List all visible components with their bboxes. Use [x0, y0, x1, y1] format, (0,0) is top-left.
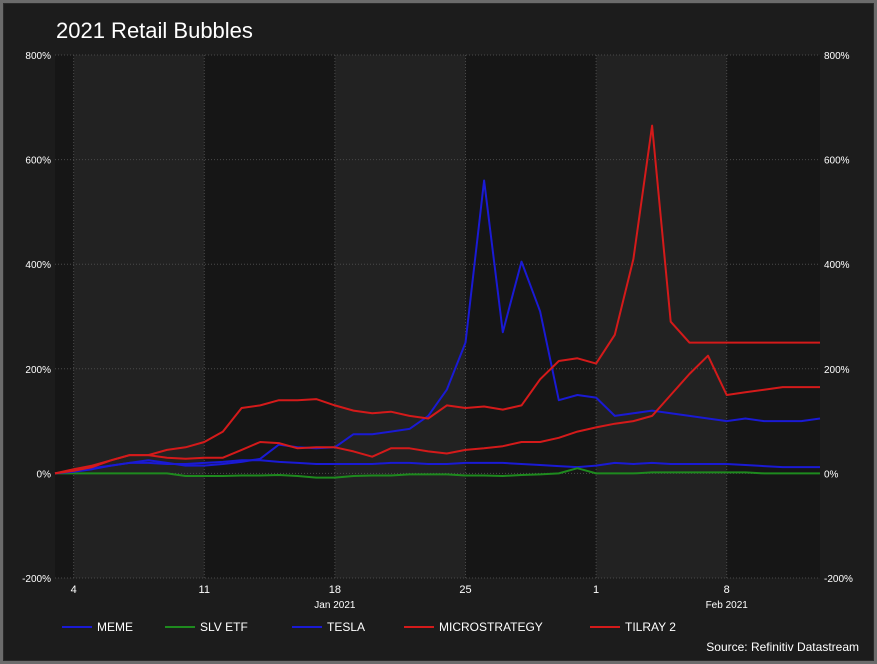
x-tick-label: 4 [71, 584, 77, 596]
x-tick-label: 11 [199, 584, 210, 596]
legend-label-tesla: TESLA [327, 620, 365, 634]
y-tick-label-left: 400% [25, 260, 51, 271]
x-month-label: Feb 2021 [706, 600, 749, 611]
y-tick-label-right: 800% [824, 51, 850, 62]
y-tick-label-right: -200% [824, 574, 853, 585]
series-line-meme [54, 459, 820, 475]
week-band [334, 55, 466, 578]
week-band [73, 55, 205, 578]
y-tick-label-left: 600% [25, 156, 51, 167]
y-tick-label-right: 0% [824, 469, 839, 480]
y-tick-label-left: 200% [25, 365, 51, 376]
series-line-tilray-2 [54, 124, 820, 475]
legend-label-tilray-2: TILRAY 2 [625, 620, 676, 634]
y-tick-label-right: 600% [824, 156, 850, 167]
source-note: Source: Refinitiv Datastream [706, 640, 859, 654]
series-line-microstrategy [54, 354, 820, 475]
x-tick-label: 1 [593, 584, 599, 596]
x-tick-label: 8 [724, 584, 730, 596]
series-line-slv-etf [55, 467, 820, 479]
y-tick-label-right: 400% [824, 260, 850, 271]
legend-label-microstrategy: MICROSTRATEGY [439, 620, 543, 634]
y-tick-label-left: 800% [25, 51, 51, 62]
x-month-label: Jan 2021 [314, 600, 356, 611]
y-tick-label-right: 200% [824, 365, 850, 376]
legend-label-slv-etf: SLV ETF [200, 620, 248, 634]
x-tick-label: 18 [329, 584, 341, 596]
chart-title: 2021 Retail Bubbles [56, 18, 253, 43]
y-tick-label-left: 0% [37, 469, 52, 480]
x-tick-label: 25 [459, 584, 471, 596]
legend-label-meme: MEME [97, 620, 133, 634]
series-line-tesla [54, 179, 821, 475]
week-band [596, 55, 727, 578]
y-tick-label-left: -200% [22, 574, 51, 585]
